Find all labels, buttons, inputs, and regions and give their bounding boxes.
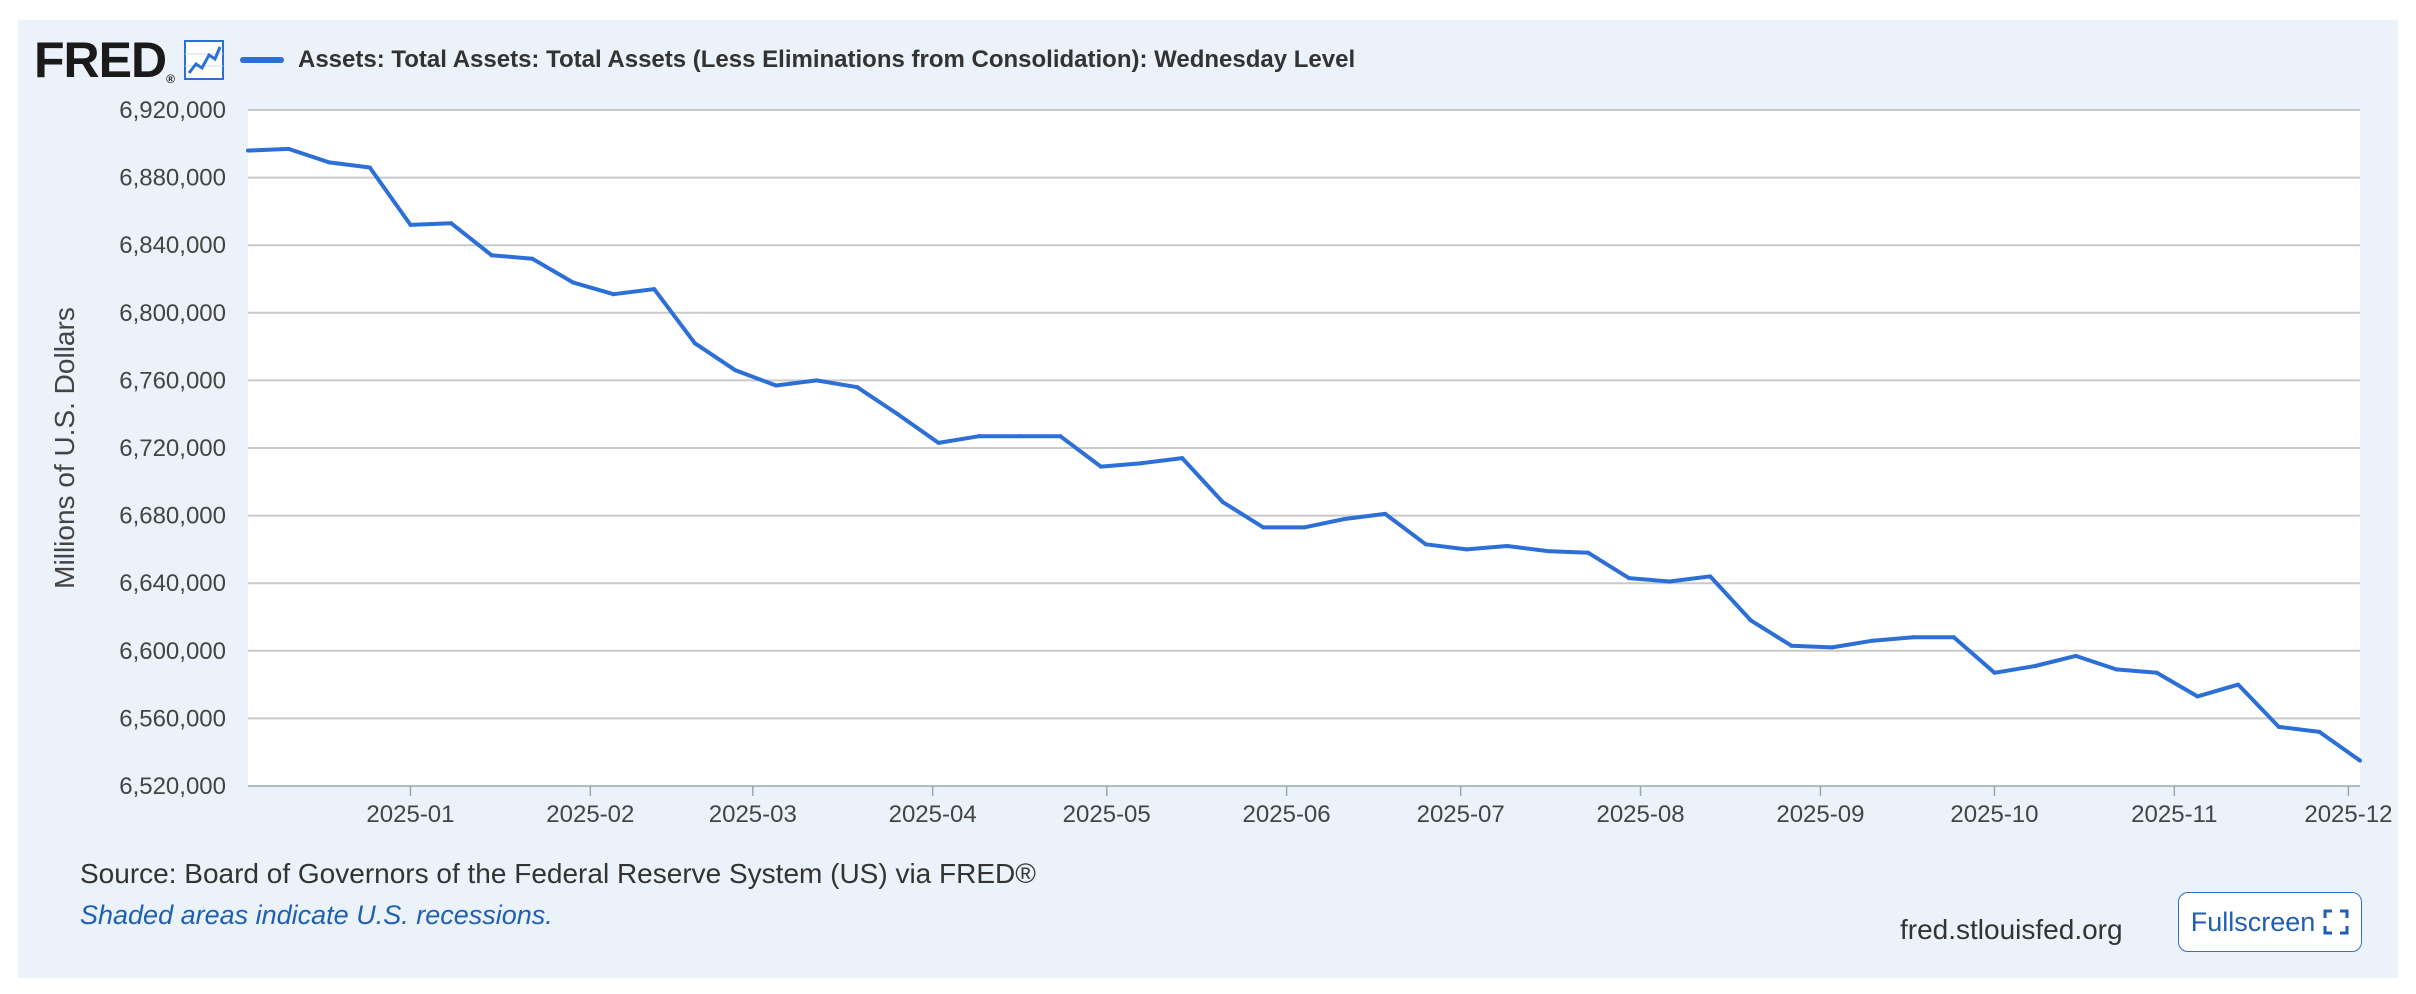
y-axis-label: Millions of U.S. Dollars	[49, 307, 80, 589]
data-point	[2317, 729, 2322, 734]
data-point	[1708, 574, 1713, 579]
x-tick-label: 2025-09	[1776, 801, 1864, 828]
data-point	[489, 253, 494, 258]
data-point	[692, 341, 697, 346]
data-point	[1748, 618, 1753, 623]
data-point	[977, 434, 982, 439]
data-point	[814, 378, 819, 383]
data-point	[1667, 579, 1672, 584]
data-point	[1017, 434, 1022, 439]
data-point	[774, 383, 778, 388]
data-point	[1058, 434, 1063, 439]
y-tick-label: 6,720,000	[119, 435, 226, 462]
x-tick-label: 2025-02	[546, 801, 634, 828]
data-point	[1383, 511, 1388, 516]
site-link[interactable]: fred.stlouisfed.org	[1900, 914, 2123, 945]
fred-logo[interactable]: FRED®	[34, 32, 224, 88]
x-axis: 2025-01 2025-02 2025-03 2025-04 2025-05 2025-…	[248, 785, 2392, 828]
recession-note: Shaded areas indicate U.S. recessions.	[80, 900, 553, 930]
data-point	[2236, 682, 2241, 687]
x-tick-label: 2025-07	[1417, 801, 1505, 828]
y-axis: 6,520,000 6,560,000 6,600,000 6,640,000 6,68…	[119, 97, 226, 800]
fullscreen-label: Fullscreen	[2190, 906, 2316, 937]
data-point	[2276, 724, 2281, 729]
y-tick-label: 6,560,000	[119, 705, 226, 732]
x-tick-label: 2025-05	[1063, 801, 1151, 828]
data-point	[1342, 516, 1347, 521]
chart-line-icon	[183, 40, 224, 80]
data-point	[733, 368, 738, 373]
y-tick-label: 6,760,000	[119, 367, 226, 394]
data-point	[2033, 664, 2038, 669]
x-tick-label: 2025-11	[2131, 801, 2217, 828]
data-point	[1464, 547, 1469, 552]
data-point	[449, 221, 454, 226]
data-point	[1098, 464, 1103, 469]
data-point	[327, 160, 332, 165]
chart-svg: 6,520,000 6,560,000 6,600,000 6,640,000 6,68…	[49, 97, 2392, 828]
x-tick-label: 2025-03	[709, 801, 797, 828]
data-point	[1180, 456, 1185, 461]
logo-wordmark: FRED	[34, 32, 167, 88]
y-tick-label: 6,800,000	[119, 300, 226, 327]
data-point	[1302, 525, 1306, 530]
x-tick-label: 2025-10	[1950, 801, 2038, 828]
x-tick-label: 2025-04	[889, 801, 977, 828]
data-point	[1261, 525, 1266, 530]
legend-swatch	[240, 57, 284, 63]
data-point	[1830, 645, 1834, 650]
data-point	[1220, 500, 1225, 505]
y-tick-label: 6,880,000	[119, 165, 226, 192]
data-point	[1870, 638, 1875, 643]
data-point	[408, 222, 413, 227]
y-tick-label: 6,600,000	[119, 638, 226, 665]
logo-registered-mark: ®	[166, 72, 175, 86]
legend: Assets: Total Assets: Total Assets (Less…	[240, 40, 1355, 80]
data-point	[570, 280, 575, 285]
data-point	[855, 385, 860, 390]
legend-label: Assets: Total Assets: Total Assets (Less…	[298, 46, 1356, 73]
x-tick-label: 2025-12	[2304, 801, 2392, 828]
data-point	[1789, 643, 1794, 648]
data-point	[246, 148, 250, 153]
gridlines	[248, 109, 2360, 720]
data-point	[1423, 542, 1428, 547]
data-point	[2154, 670, 2159, 675]
data-point	[895, 412, 900, 417]
data-point	[2114, 667, 2119, 672]
data-point	[652, 287, 657, 292]
x-tick-label: 2025-08	[1596, 801, 1684, 828]
data-point	[1139, 461, 1144, 466]
data-point	[1505, 544, 1510, 549]
chart-frame: 6,520,000 6,560,000 6,600,000 6,640,000 6,68…	[18, 20, 2398, 978]
y-tick-label: 6,520,000	[119, 773, 226, 800]
data-point	[530, 256, 535, 261]
data-point	[2358, 758, 2362, 763]
data-point	[1911, 635, 1916, 640]
data-point	[1951, 635, 1956, 640]
expand-icon	[2323, 909, 2349, 935]
y-tick-label: 6,840,000	[119, 232, 226, 259]
x-tick-label: 2025-01	[366, 801, 454, 828]
data-point	[367, 165, 372, 170]
y-tick-label: 6,920,000	[119, 97, 226, 124]
y-tick-label: 6,640,000	[119, 570, 226, 597]
fullscreen-button[interactable]: Fullscreen	[2178, 892, 2362, 952]
data-point	[286, 146, 291, 151]
data-point	[1626, 576, 1631, 581]
data-point	[936, 440, 941, 445]
data-point	[1545, 549, 1550, 554]
series-layer	[246, 146, 2362, 763]
data-point	[1586, 550, 1591, 555]
source-note: Source: Board of Governors of the Federa…	[80, 858, 1036, 889]
data-point	[2073, 653, 2078, 658]
y-tick-label: 6,680,000	[119, 503, 226, 530]
data-point	[611, 292, 616, 297]
x-tick-label: 2025-06	[1243, 801, 1331, 828]
data-point	[2195, 694, 2200, 699]
data-point	[1992, 670, 1997, 675]
